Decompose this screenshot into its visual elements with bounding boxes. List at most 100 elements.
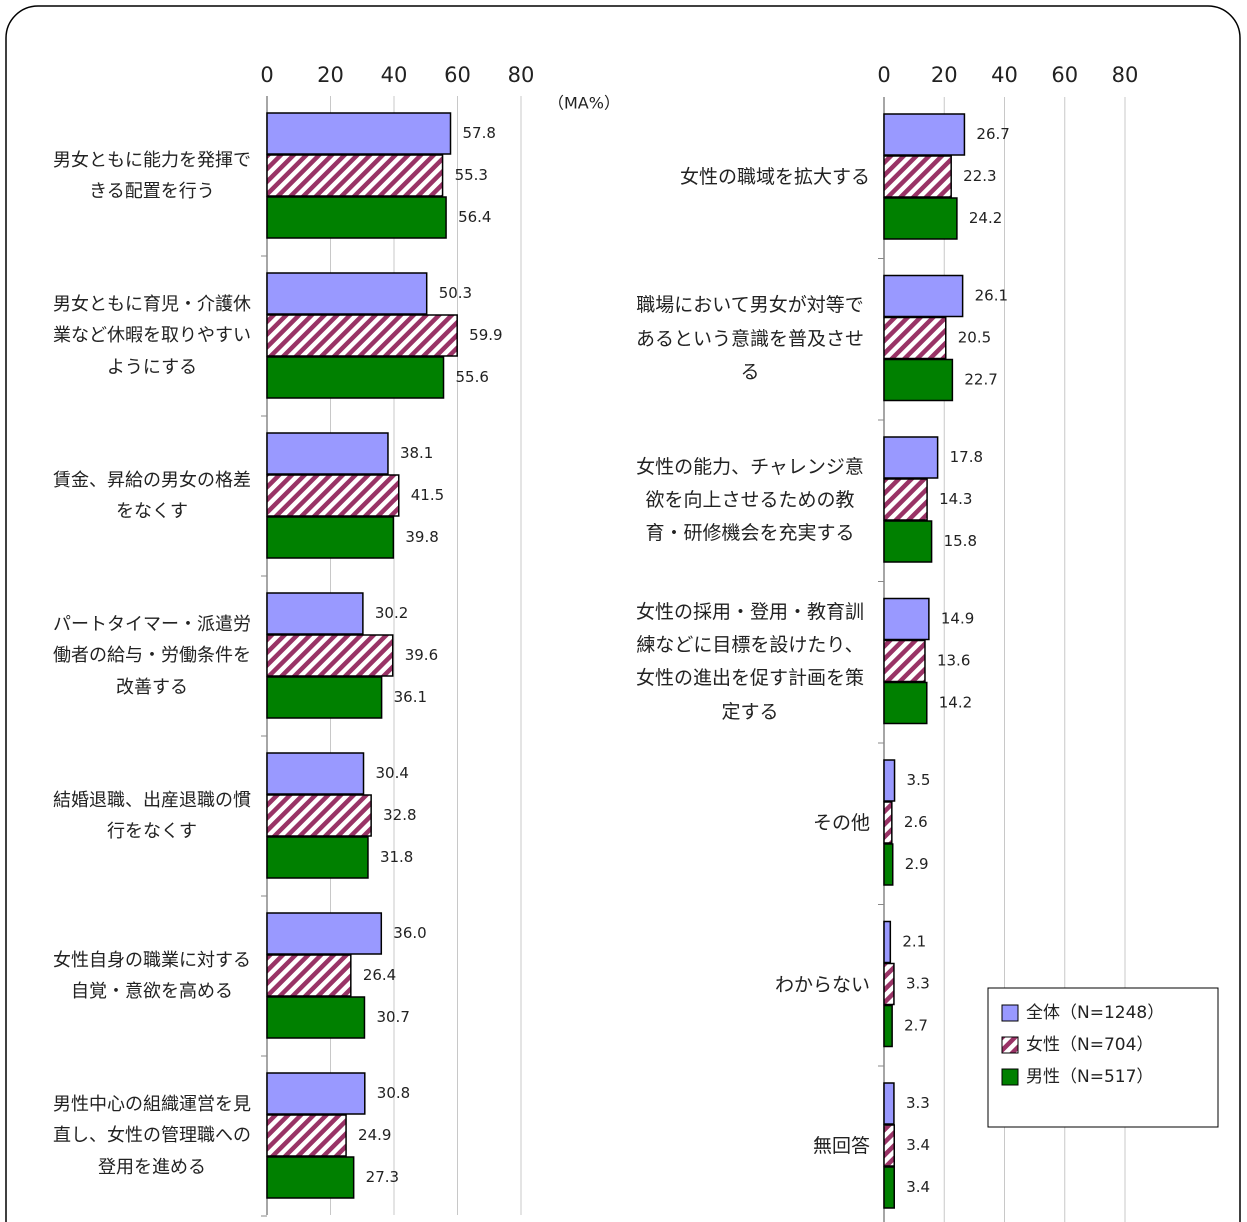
value-label: 26.4	[363, 966, 396, 984]
bar	[266, 954, 352, 997]
category-label: 女性の職域を拡大する	[679, 166, 870, 189]
category-label-box: 賃金、昇給の男女の格差をなくす	[42, 416, 252, 576]
bar	[266, 154, 444, 197]
x-tick-label: 40	[991, 63, 1018, 87]
value-label: 39.8	[405, 528, 438, 546]
bar	[883, 113, 966, 156]
frame	[5, 5, 1241, 1222]
x-tick-label: 20	[317, 63, 344, 87]
bar	[883, 801, 893, 844]
bar	[883, 920, 892, 964]
bar	[883, 1166, 895, 1209]
value-label: 50.3	[439, 284, 472, 302]
category-label: 女性自身の職業に対する自覚・意欲を高める	[53, 949, 251, 1003]
legend-swatch	[1001, 1036, 1019, 1054]
value-label: 3.4	[906, 1136, 930, 1154]
legend-label: 全体（N=1248）	[1026, 1003, 1164, 1023]
category-label: 女性の採用・登用・教育訓練などに目標を設けたり、女性の進出を促す計画を策定する	[635, 600, 864, 723]
value-label: 31.8	[380, 848, 413, 866]
bar	[883, 597, 930, 641]
legend-label: 男性（N=517）	[1026, 1067, 1153, 1087]
bar	[266, 676, 383, 719]
value-label: 14.2	[939, 694, 972, 712]
bar	[883, 843, 894, 886]
bar	[883, 681, 928, 725]
bar	[883, 478, 928, 521]
bar	[883, 358, 954, 402]
value-label: 38.1	[400, 444, 433, 462]
category-label: 男性中心の組織運営を見直し、女性の管理職への登用を進める	[53, 1093, 251, 1178]
bar	[883, 436, 939, 479]
category-label-box: 無回答	[620, 1066, 870, 1222]
category-label-box: 男女ともに能力を発揮できる配置を行う	[42, 96, 252, 256]
bar	[883, 1004, 893, 1048]
unit-label: （MA%）	[548, 94, 620, 113]
category-label-box: 女性の能力、チャレンジ意欲を向上させるための教育・研修機会を充実する	[620, 420, 870, 582]
value-label: 41.5	[411, 486, 444, 504]
value-label: 3.3	[906, 1094, 930, 1112]
legend-label: 女性（N=704）	[1026, 1035, 1153, 1055]
bar	[883, 274, 964, 318]
x-tick-label: 80	[1112, 63, 1139, 87]
bar	[883, 155, 952, 198]
category-label: その他	[812, 812, 870, 835]
x-tick-label: 0	[877, 63, 890, 87]
value-label: 17.8	[950, 448, 983, 466]
bar	[266, 196, 447, 239]
value-label: 55.6	[456, 368, 489, 386]
bar	[266, 836, 369, 879]
value-label: 36.0	[393, 924, 426, 942]
category-label: 職場において男女が対等であるという意識を普及させる	[635, 294, 864, 383]
value-label: 14.3	[939, 490, 972, 508]
x-tick-label: 80	[508, 63, 535, 87]
bar	[266, 634, 394, 677]
x-tick-label: 60	[444, 63, 471, 87]
category-label-box: パートタイマー・派遣労働者の給与・労働条件を改善する	[42, 576, 252, 736]
category-label: 無回答	[812, 1135, 870, 1158]
value-label: 2.7	[904, 1017, 928, 1035]
bar	[883, 1124, 895, 1167]
value-label: 59.9	[469, 326, 502, 344]
bar	[266, 314, 458, 357]
x-tick-label: 0	[260, 63, 273, 87]
value-label: 22.7	[964, 371, 997, 389]
category-label-box: 女性の職域を拡大する	[620, 97, 870, 259]
value-label: 24.9	[358, 1126, 391, 1144]
value-label: 3.3	[906, 975, 930, 993]
bar	[883, 759, 896, 802]
bar	[266, 996, 366, 1039]
category-label-box: 女性自身の職業に対する自覚・意欲を高める	[42, 896, 252, 1056]
bar	[266, 1114, 347, 1157]
category-label-box: 男性中心の組織運営を見直し、女性の管理職への登用を進める	[42, 1056, 252, 1216]
value-label: 24.2	[969, 209, 1002, 227]
legend-swatch	[1001, 1068, 1019, 1086]
bar	[266, 112, 452, 155]
value-label: 26.1	[975, 287, 1008, 305]
bar	[266, 474, 400, 517]
legend-swatch	[1001, 1004, 1019, 1022]
category-label: 女性の能力、チャレンジ意欲を向上させるための教育・研修機会を充実する	[636, 455, 864, 545]
value-label: 2.6	[904, 813, 928, 831]
value-label: 22.3	[963, 167, 996, 185]
value-label: 36.1	[394, 688, 427, 706]
bar	[266, 912, 383, 955]
x-tick-label: 20	[931, 63, 958, 87]
bar	[266, 794, 372, 837]
category-label: 結婚退職、出産退職の慣行をなくす	[53, 789, 251, 843]
bar	[883, 316, 947, 360]
category-label-box: 結婚退職、出産退職の慣行をなくす	[42, 736, 252, 896]
bar	[883, 639, 926, 683]
bar	[883, 197, 958, 240]
value-label: 57.8	[463, 124, 496, 142]
value-label: 32.8	[383, 806, 416, 824]
value-label: 20.5	[958, 329, 991, 347]
value-label: 15.8	[944, 532, 977, 550]
category-label-box: わからない	[620, 905, 870, 1067]
value-label: 55.3	[455, 166, 488, 184]
bar	[266, 1072, 366, 1115]
bar	[883, 520, 933, 563]
category-label-box: 男女ともに育児・介護休業など休暇を取りやすいようにする	[42, 256, 252, 416]
category-label: わからない	[774, 973, 870, 996]
